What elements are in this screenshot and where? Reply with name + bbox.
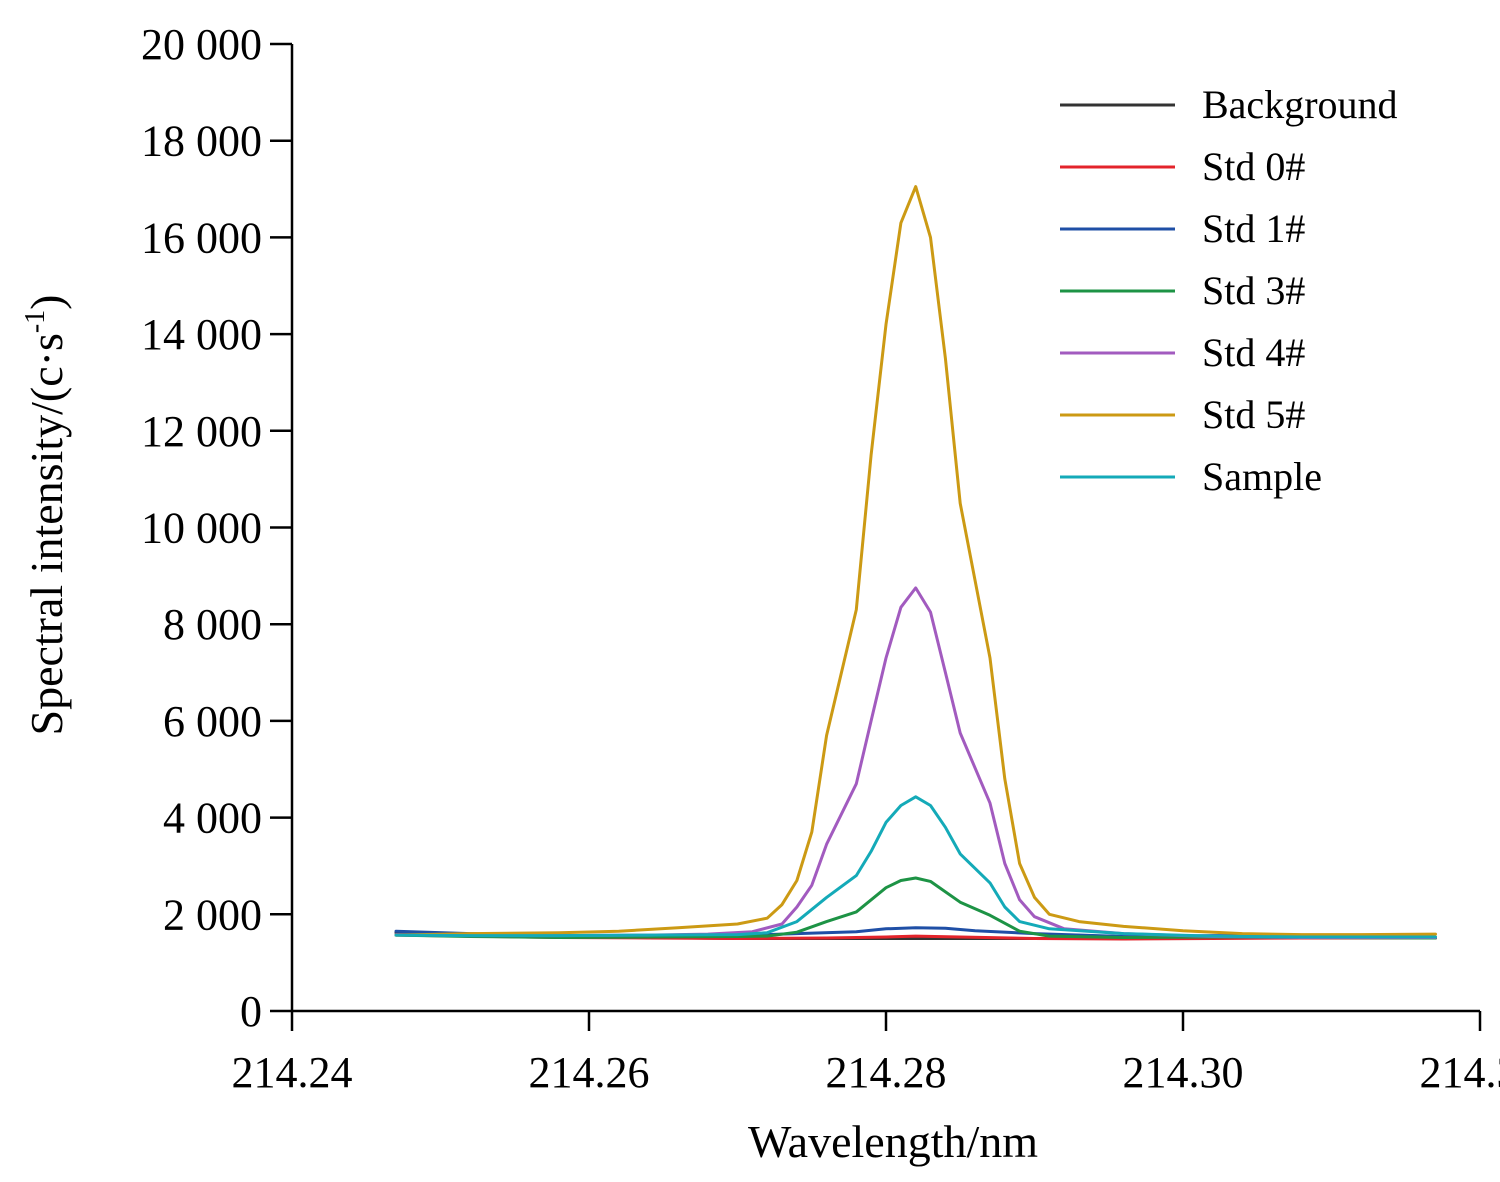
y-axis-title: Spectral intensity/(c·s-1) xyxy=(20,294,72,735)
y-tick-label: 8 000 xyxy=(163,600,262,649)
series-line-std-4 xyxy=(396,588,1436,938)
y-tick-label: 16 000 xyxy=(141,213,262,262)
y-tick-label: 18 000 xyxy=(141,117,262,166)
y-tick-label: 20 000 xyxy=(141,20,262,69)
series-line-sample xyxy=(396,797,1436,937)
legend-item-std-5: Std 5# xyxy=(1060,392,1305,437)
legend-label: Std 5# xyxy=(1202,392,1305,437)
legend-item-std-1: Std 1# xyxy=(1060,206,1305,251)
y-axis-title-close: ) xyxy=(21,294,72,309)
x-tick-label: 214.28 xyxy=(826,1048,947,1097)
legend-label: Std 3# xyxy=(1202,268,1305,313)
legend-label: Background xyxy=(1202,82,1398,127)
legend: Background Std 0# Std 1# Std 3# Std 4# Std 5#… xyxy=(1060,82,1398,499)
legend-item-sample: Sample xyxy=(1060,454,1322,499)
legend-item-std-4: Std 4# xyxy=(1060,330,1305,375)
legend-item-std-3: Std 3# xyxy=(1060,268,1305,313)
y-tick-label: 10 000 xyxy=(141,504,262,553)
y-tick-label: 6 000 xyxy=(163,697,262,746)
x-tick-label: 214.30 xyxy=(1123,1048,1244,1097)
y-axis-title-main: Spectral intensity/(c·s xyxy=(21,333,72,735)
legend-label: Std 4# xyxy=(1202,330,1305,375)
y-tick-label: 4 000 xyxy=(163,794,262,843)
legend-label: Std 0# xyxy=(1202,144,1305,189)
legend-item-std-0: Std 0# xyxy=(1060,144,1305,189)
x-tick-label: 214.32 xyxy=(1420,1048,1500,1097)
legend-label: Std 1# xyxy=(1202,206,1305,251)
x-axis-title: Wavelength/nm xyxy=(748,1116,1038,1167)
legend-label: Sample xyxy=(1202,454,1322,499)
legend-item-background: Background xyxy=(1060,82,1398,127)
y-tick-label: 12 000 xyxy=(141,407,262,456)
y-tick-label: 14 000 xyxy=(141,310,262,359)
x-tick-label: 214.24 xyxy=(232,1048,353,1097)
y-tick-label: 2 000 xyxy=(163,890,262,939)
y-tick-label: 0 xyxy=(240,987,262,1036)
y-axis-title-superscript: -1 xyxy=(20,310,51,333)
x-tick-label: 214.26 xyxy=(529,1048,650,1097)
